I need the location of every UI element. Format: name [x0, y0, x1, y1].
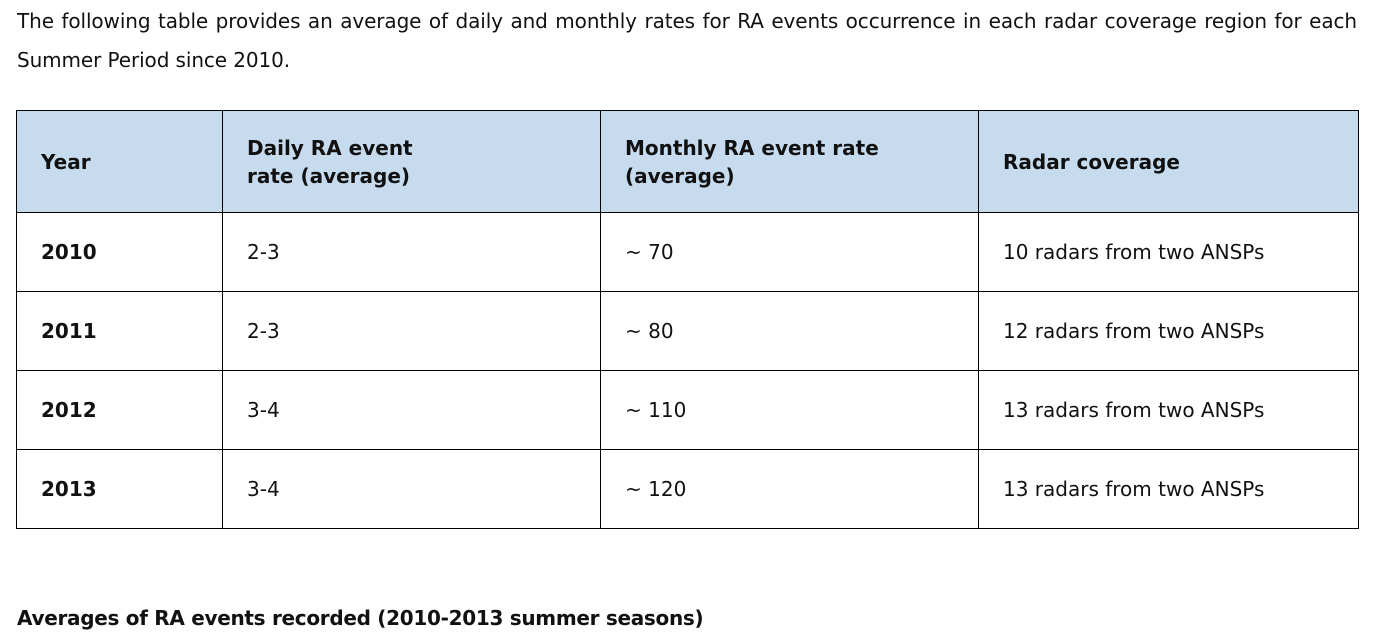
header-daily-rate: Daily RA event rate (average): [222, 110, 601, 213]
daily-rate-cell: 3-4: [222, 449, 601, 529]
table-row: 2012 3-4 ~ 110 13 radars from two ANSPs: [16, 370, 1359, 450]
monthly-rate-cell: ~ 120: [600, 449, 979, 529]
table-row: 2013 3-4 ~ 120 13 radars from two ANSPs: [16, 449, 1359, 529]
radar-coverage-cell: 13 radars from two ANSPs: [978, 449, 1359, 529]
header-monthly-rate: Monthly RA event rate (average): [600, 110, 979, 213]
daily-rate-cell: 3-4: [222, 370, 601, 450]
header-year: Year: [16, 110, 223, 213]
intro-paragraph: The following table provides an average …: [17, 9, 1357, 72]
radar-coverage-cell: 10 radars from two ANSPs: [978, 212, 1359, 292]
year-cell: 2010: [16, 212, 223, 292]
year-cell: 2013: [16, 449, 223, 529]
daily-rate-cell: 2-3: [222, 212, 601, 292]
table-row: 2011 2-3 ~ 80 12 radars from two ANSPs: [16, 291, 1359, 371]
table-header-row: Year Daily RA event rate (average) Month…: [16, 110, 1359, 213]
monthly-rate-cell: ~ 110: [600, 370, 979, 450]
table-row: 2010 2-3 ~ 70 10 radars from two ANSPs: [16, 212, 1359, 292]
year-cell: 2011: [16, 291, 223, 371]
year-cell: 2012: [16, 370, 223, 450]
radar-coverage-cell: 13 radars from two ANSPs: [978, 370, 1359, 450]
ra-events-table: Year Daily RA event rate (average) Month…: [16, 110, 1359, 529]
monthly-rate-cell: ~ 70: [600, 212, 979, 292]
daily-rate-cell: 2-3: [222, 291, 601, 371]
monthly-rate-cell: ~ 80: [600, 291, 979, 371]
radar-coverage-cell: 12 radars from two ANSPs: [978, 291, 1359, 371]
header-radar-coverage: Radar coverage: [978, 110, 1359, 213]
table-caption: Averages of RA events recorded (2010-201…: [17, 606, 704, 630]
